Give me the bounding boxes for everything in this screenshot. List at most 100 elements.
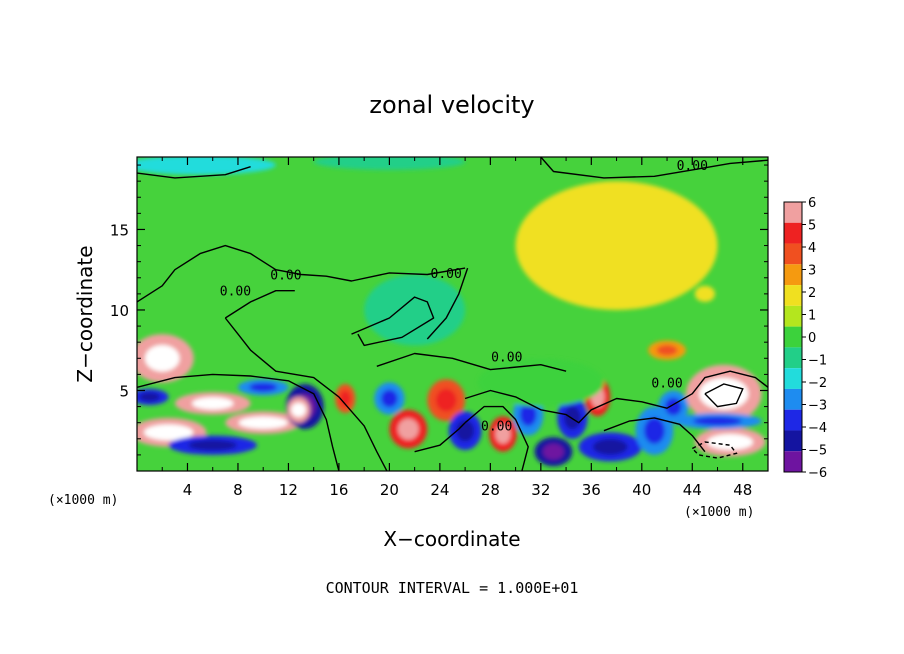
x-unit-right: (×1000 m) xyxy=(684,505,754,520)
colorbar-segment xyxy=(784,243,802,265)
colorbar-label: −3 xyxy=(808,399,827,414)
field-feature-core xyxy=(188,439,238,451)
field-feature-core xyxy=(707,434,754,450)
field-feature xyxy=(137,157,276,175)
colorbar-label: 4 xyxy=(808,241,816,256)
field-feature-core xyxy=(693,416,742,426)
colorbar-segment xyxy=(784,285,802,306)
y-tick-label: 15 xyxy=(110,221,129,239)
field-feature-core xyxy=(699,377,749,410)
zero-contour-line xyxy=(224,290,295,319)
colorbar-segment xyxy=(784,305,802,327)
colorbar-label: 5 xyxy=(808,219,816,234)
negative-contour-line xyxy=(691,441,738,459)
x-tick-label: 16 xyxy=(329,481,348,499)
y-axis-ticks: 5 10 15 xyxy=(110,164,768,456)
colorbar-segment xyxy=(784,326,802,348)
field-feature-core xyxy=(592,438,628,455)
zero-contour-line xyxy=(464,370,768,424)
zero-contour-line xyxy=(464,405,529,471)
contour-interval-text: CONTOUR INTERVAL = 1.000E+01 xyxy=(326,579,579,597)
colorbar-segment xyxy=(784,388,802,410)
colorbar-label: 3 xyxy=(808,264,816,279)
field-features xyxy=(137,157,766,467)
colorbar-segment xyxy=(784,430,802,452)
colorbar-segment xyxy=(784,368,802,389)
x-tick-label: 32 xyxy=(531,481,550,499)
field-feature-core xyxy=(495,424,511,444)
colorbar-label: −1 xyxy=(808,354,827,369)
x-tick-label: 48 xyxy=(733,481,752,499)
colorbar-segment xyxy=(784,264,802,286)
zero-contour-line xyxy=(224,317,388,471)
colorbar-label: 1 xyxy=(808,309,816,324)
x-tick-label: 12 xyxy=(279,481,298,499)
colorbar-label: 0 xyxy=(808,331,816,346)
field-feature xyxy=(477,358,604,407)
field-feature-core xyxy=(291,402,306,417)
zero-contours xyxy=(137,157,768,471)
field-feature-core xyxy=(644,417,665,445)
field-feature-core xyxy=(543,443,564,460)
positive-contour-line xyxy=(704,383,744,408)
zero-contour-line xyxy=(137,373,340,471)
zero-contour-line xyxy=(137,166,251,179)
colorbar-segment xyxy=(784,202,802,223)
field-feature-core xyxy=(144,344,180,372)
contour-label: 0.00 xyxy=(481,420,512,435)
contour-label: 0.00 xyxy=(651,376,682,391)
field-feature-core xyxy=(519,403,537,427)
zero-contour-line xyxy=(414,422,466,453)
x-tick-label: 20 xyxy=(380,481,399,499)
field-feature xyxy=(515,181,718,310)
zero-contour-line xyxy=(376,352,567,372)
colorbar: 6 5 4 3 2 1 0 −1 −2 −3 −4 −5 −6 xyxy=(783,196,827,481)
colorbar-label: −2 xyxy=(808,376,827,391)
field-feature-core xyxy=(249,382,278,392)
contour-labels: 0.00 0.00 0.00 0.00 0.00 0.00 0.00 xyxy=(220,159,708,435)
field-feature xyxy=(694,285,715,302)
field-feature xyxy=(364,274,466,346)
field-feature-core xyxy=(143,424,194,441)
contour-label: 0.00 xyxy=(491,351,522,366)
field-feature-core xyxy=(665,397,682,416)
field-feature-core xyxy=(238,416,288,429)
plot-area: 0.00 0.00 0.00 0.00 0.00 0.00 0.00 xyxy=(137,157,768,471)
field-feature-core xyxy=(456,420,475,442)
field-feature-core xyxy=(381,389,398,408)
colorbar-segment xyxy=(784,451,802,472)
field-feature-core xyxy=(339,390,351,407)
y-tick-label: 10 xyxy=(110,302,129,320)
zero-contour-line xyxy=(540,157,768,179)
colorbar-label: −6 xyxy=(808,466,827,481)
contour-label: 0.00 xyxy=(431,267,462,282)
colorbar-label: 6 xyxy=(808,196,816,211)
plot-frame xyxy=(136,156,769,472)
colorbar-label: 2 xyxy=(808,286,816,301)
x-unit-left: (×1000 m) xyxy=(48,493,118,508)
zero-contour-line xyxy=(137,244,466,303)
x-tick-label: 28 xyxy=(481,481,500,499)
field-feature-core xyxy=(397,418,419,440)
x-tick-label: 4 xyxy=(183,481,193,499)
zero-contour-line xyxy=(603,417,706,453)
x-tick-label: 8 xyxy=(233,481,243,499)
x-axis-label: X−coordinate xyxy=(383,527,520,551)
y-axis-label: Z−coordinate xyxy=(73,245,97,382)
zero-contour-line xyxy=(351,296,435,347)
colorbar-segment xyxy=(784,347,802,369)
x-tick-label: 44 xyxy=(683,481,702,499)
zero-contour-line xyxy=(426,267,469,340)
x-axis-ticks: 4 8 12 16 20 24 28 32 36 40 44 48 xyxy=(161,157,752,499)
colorbar-segment xyxy=(784,409,802,431)
y-tick-label: 5 xyxy=(119,382,129,400)
colorbar-label: −5 xyxy=(808,444,827,459)
field-feature-core xyxy=(656,344,678,356)
field-feature-core xyxy=(139,392,161,402)
x-tick-label: 24 xyxy=(430,481,449,499)
colorbar-segment xyxy=(784,222,802,244)
field-feature-core xyxy=(191,397,234,410)
colorbar-label: −4 xyxy=(808,421,827,436)
contour-label: 0.00 xyxy=(270,268,301,283)
